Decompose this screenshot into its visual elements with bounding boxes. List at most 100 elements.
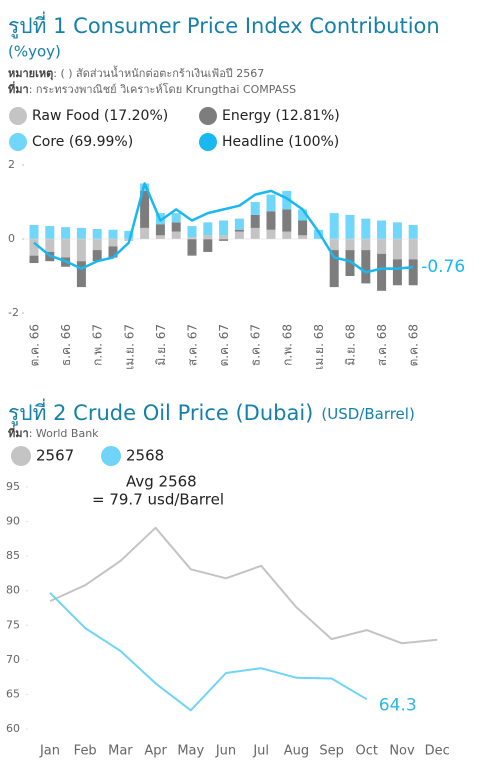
x-tick-label: ก.พ. 68 [280,324,294,366]
bar-segment [29,239,39,256]
bar-segment [140,190,150,228]
legend-label: Core (69.99%) [32,134,133,150]
bar-segment [345,239,355,251]
bar-segment [361,239,371,251]
x-tick-label: Feb [74,744,97,759]
y-tick-label: 90 [6,515,20,528]
source-label: ที่มา [8,81,29,96]
bar-segment [234,218,244,230]
legend-label: 2567 [36,447,74,465]
bar-segment [392,222,402,239]
y-tick-label: 95 [6,480,20,493]
y-tick-label: 85 [6,549,20,562]
bar-segment [171,213,181,223]
x-tick-label: เม.ย. 67 [122,324,136,370]
bar-segment [187,237,197,239]
x-tick-label: มิ.ย. 68 [344,324,358,366]
bar-segment [187,239,197,256]
bar-segment [203,235,213,239]
bar-segment [45,226,55,239]
chart1-title: รูปที่ 1 Consumer Price Index Contributi… [8,11,440,39]
source-text: : World Bank [29,427,99,440]
x-tick-label: Jan [39,744,60,759]
bar-segment [298,209,308,221]
y-tick-label: 65 [6,687,20,700]
x-tick-label: Jun [215,744,236,759]
bar-segment [219,220,229,236]
x-tick-label: Sep [319,744,344,759]
annotation: = 79.7 usd/Barrel [92,491,224,509]
bar-segment [92,239,102,251]
x-tick-label: ธ.ค. 66 [59,324,73,366]
x-tick-label: Dec [425,744,450,759]
bar-segment [329,250,339,288]
source-text: : กระทรวงพาณิชย์ วิเคราะห์โดย Krungthai … [29,82,296,96]
y-tick-label: 60 [6,722,20,735]
chart1-subtitle: (%yoy) [8,43,61,61]
legend-label: Raw Food (17.20%) [32,108,168,124]
bar-segment [282,209,292,232]
bar-segment [108,246,118,258]
bar-segment [219,235,229,239]
x-tick-label: Aug [284,744,309,759]
x-tick-label: ต.ค. 66 [28,324,42,367]
bar-segment [219,239,229,241]
bar-segment [124,230,134,239]
x-tick-label: ต.ค. 68 [407,324,421,367]
x-tick-label: ส.ค. 67 [186,324,200,366]
legend-label: Headline (100%) [222,134,339,150]
bar-segment [361,250,371,284]
legend-label: 2568 [126,447,164,465]
bar-segment [155,224,165,236]
bar-segment [392,239,402,260]
legend-swatch [199,133,217,151]
bar-segment [234,229,244,232]
note-label: หมายเหตุ [8,67,53,81]
bar-segment [282,231,292,239]
bar-segment [171,231,181,239]
legend-swatch [9,133,27,151]
bar-segment [377,239,387,254]
bar-segment [250,202,260,215]
bar-segment [92,229,102,239]
data-label: 64.3 [379,695,417,715]
chart1-source: ที่มา: กระทรวงพาณิชย์ วิเคราะห์โดย Krung… [8,81,296,96]
x-tick-label: May [177,744,204,759]
x-tick-label: Mar [108,744,133,759]
bar-segment [329,213,339,239]
bar-segment [108,229,118,239]
bar-segment [187,226,197,238]
y-tick-label: 0 [8,232,15,245]
bar-segment [76,227,86,239]
bar-segment [408,224,418,239]
bar-segment [408,239,418,260]
chart2-title-row: รูปที่ 2 Crude Oil Price (Dubai) (USD/Bar… [8,398,415,426]
bar-segment [392,259,402,286]
line [33,182,414,274]
bar-segment [45,239,55,252]
bar-segment [345,214,355,239]
chart2-subtitle: (USD/Barrel) [321,405,414,423]
bar-segment [408,259,418,286]
x-tick-label: มิ.ย. 67 [154,324,168,366]
bar-segment [298,235,308,239]
data-label: -0.76 [421,257,465,277]
bar-segment [313,229,323,239]
line [49,526,438,645]
bar-segment [61,239,71,258]
legend-swatch [9,107,27,125]
bar-segment [250,214,260,228]
bar-segment [266,194,276,212]
bar-segment [76,261,86,288]
bar-segment [61,227,71,239]
x-tick-label: Jul [252,744,269,759]
bar-segment [171,222,181,232]
bar-segment [266,229,276,239]
bar-segment [140,227,150,239]
bar-segment [377,220,387,239]
legend-swatch [101,446,121,466]
x-tick-label: Nov [389,744,415,759]
bar-segment [329,239,339,251]
x-tick-label: Apr [144,744,167,759]
bar-segment [108,239,118,247]
